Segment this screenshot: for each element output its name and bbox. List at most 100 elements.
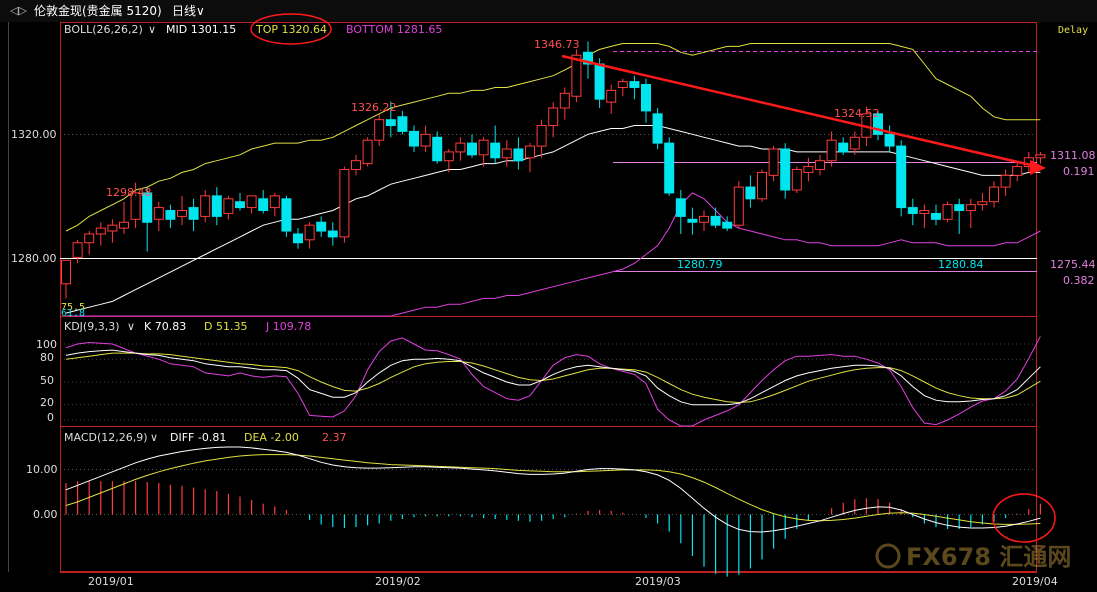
chevron-down-icon: ∨ xyxy=(196,4,205,18)
candle-body xyxy=(339,169,350,238)
boll-name[interactable]: BOLL(26,26,2) xyxy=(64,23,143,36)
annotation-high-3: 1346.73 xyxy=(534,38,580,51)
bollinger-bands xyxy=(65,43,1041,317)
macd-diff-label: DIFF -0.81 xyxy=(170,431,226,444)
candle-body xyxy=(304,224,315,241)
candle-body xyxy=(142,192,153,223)
nav-arrows-icon[interactable]: ◁▷ xyxy=(10,4,27,17)
candle-body xyxy=(490,142,501,159)
annotation-high-1: 1298.48 xyxy=(106,186,152,199)
candle-body xyxy=(583,51,593,65)
candle-body xyxy=(362,139,373,165)
candle-body xyxy=(327,230,338,238)
candle-body xyxy=(896,145,907,209)
candle-body xyxy=(791,169,802,191)
period-selector[interactable]: 日线∨ xyxy=(172,0,205,22)
trendline-arrowhead xyxy=(1030,160,1046,175)
kdj-j-line xyxy=(65,336,1041,427)
candle-body xyxy=(84,233,95,244)
fib-mark-75: 75.5 xyxy=(61,302,85,313)
candle-body xyxy=(235,201,245,209)
fib-label-lower: 0.382 xyxy=(1063,274,1095,287)
candle-body xyxy=(571,54,582,97)
watermark-text: FX678 汇通网 xyxy=(906,543,1071,571)
candle-body xyxy=(733,186,744,226)
annotation-high-4: 1324.52 xyxy=(834,107,880,120)
annotation-high-2: 1326.22 xyxy=(351,101,397,114)
candle-body xyxy=(281,198,292,232)
candle-body xyxy=(513,148,524,162)
candle-body xyxy=(177,210,187,217)
candle-body xyxy=(942,204,953,220)
fib-mark-61: 61.8 xyxy=(61,308,85,319)
macd-dea-line xyxy=(65,454,1041,525)
candle-body xyxy=(699,215,709,223)
panel-frames xyxy=(60,22,1037,572)
candle-body xyxy=(710,215,721,226)
candle-body xyxy=(107,224,118,232)
candle-body xyxy=(455,142,466,153)
annotation-low-1: 1280.79 xyxy=(677,258,723,271)
candle-body xyxy=(1000,174,1011,188)
kdj-name[interactable]: KDJ(9,3,3) xyxy=(64,320,120,333)
macd-histogram xyxy=(65,481,1042,577)
candle-body xyxy=(316,221,327,232)
chevron-down-icon[interactable]: ∨ xyxy=(150,431,158,444)
candle-body xyxy=(72,242,83,258)
price-tick-1320: 1320.00 xyxy=(11,128,57,141)
candle-body xyxy=(409,130,419,147)
kdj-k-line xyxy=(65,349,1041,406)
fib-label-upper: 0.191 xyxy=(1063,165,1095,178)
macd-diff-line xyxy=(65,446,1041,533)
candle-body xyxy=(884,133,895,147)
boll-mid-label: MID 1301.15 xyxy=(166,23,236,36)
candle-body xyxy=(432,136,443,162)
candle-body xyxy=(525,145,535,159)
candle-body xyxy=(907,207,918,214)
date-label-jan: 2019/01 xyxy=(88,575,134,588)
candle-body xyxy=(1035,154,1046,159)
candle-body xyxy=(211,195,222,217)
candle-body xyxy=(246,195,257,209)
candle-body xyxy=(803,166,814,173)
candle-body xyxy=(873,113,883,135)
candle-body xyxy=(420,133,431,147)
candle-body xyxy=(815,160,825,171)
candle-body xyxy=(849,136,860,150)
candle-body xyxy=(119,221,129,229)
price-panel-frame xyxy=(60,22,1037,317)
candle-body xyxy=(687,218,698,223)
symbol-title[interactable]: 伦敦金现(贵金属 5120) xyxy=(34,4,162,18)
candle-body xyxy=(351,160,361,171)
title-bar: ◁▷ 伦敦金现(贵金属 5120) 日线∨ xyxy=(0,0,1097,22)
candle-body xyxy=(443,151,454,162)
date-label-apr: 2019/04 xyxy=(1012,575,1058,588)
candle-body xyxy=(61,259,71,285)
candle-body xyxy=(965,204,976,212)
candle-body xyxy=(1012,166,1023,176)
candle-body xyxy=(757,171,767,200)
candle-body xyxy=(153,207,164,220)
candle-body xyxy=(931,212,941,220)
macd-name[interactable]: MACD(12,26,9) xyxy=(64,431,148,444)
level-label-upper: 1311.08 xyxy=(1050,149,1096,162)
macd-tick-0: 0.00 xyxy=(33,508,58,521)
chevron-down-icon[interactable]: ∨ xyxy=(148,23,156,36)
candle-body xyxy=(919,210,930,214)
kdj-j-label: J 109.78 xyxy=(265,320,311,333)
candle-body xyxy=(188,207,199,220)
candle-body xyxy=(977,201,988,206)
candle-body xyxy=(559,92,570,109)
kdj-grid xyxy=(60,343,1037,421)
candle-body xyxy=(629,81,640,88)
top-highlight-ellipse xyxy=(250,13,332,45)
candle-body xyxy=(780,148,791,191)
candle-body xyxy=(768,148,779,176)
boll-top-label: TOP 1320.64 xyxy=(255,23,327,36)
watermark-logo-icon xyxy=(875,543,901,569)
candle-body xyxy=(606,89,617,103)
date-label-mar: 2019/03 xyxy=(635,575,681,588)
candle-body xyxy=(641,84,651,112)
candle-body xyxy=(130,192,141,220)
chevron-down-icon[interactable]: ∨ xyxy=(127,320,135,333)
